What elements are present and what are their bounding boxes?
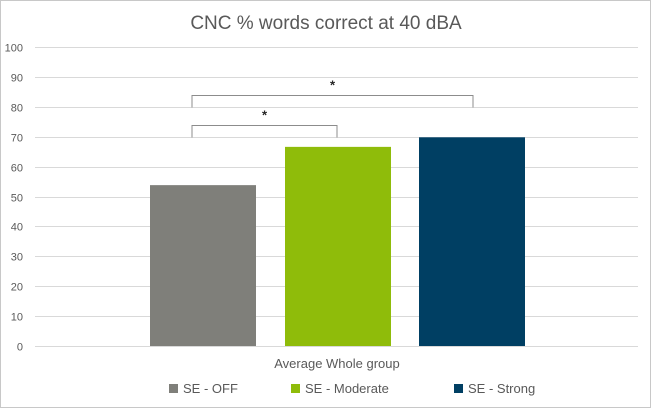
legend-swatch-se-moderate — [291, 384, 300, 393]
legend-swatch-se-off — [169, 384, 178, 393]
y-tick-label: 40 — [11, 222, 23, 234]
legend-label-se-off: SE - OFF — [183, 381, 238, 396]
significance-bracket — [191, 125, 338, 138]
legend-label-se-moderate: SE - Moderate — [305, 381, 389, 396]
bar-se-moderate — [285, 146, 391, 346]
legend-label-se-strong: SE - Strong — [468, 381, 535, 396]
y-tick-label: 60 — [11, 163, 23, 175]
y-tick-label: 30 — [11, 252, 23, 264]
significance-bracket — [191, 95, 474, 108]
significance-star: * — [330, 78, 336, 93]
chart-title: CNC % words correct at 40 dBA — [190, 13, 462, 34]
y-tick-label: 100 — [5, 43, 23, 55]
y-tick-label: 90 — [11, 73, 23, 85]
significance-star: * — [262, 108, 268, 123]
y-tick-label: 70 — [11, 133, 23, 145]
bar-se-off — [150, 185, 256, 346]
y-tick-label: 80 — [11, 103, 23, 115]
y-tick-label: 0 — [17, 342, 23, 354]
y-tick-label: 20 — [11, 282, 23, 294]
bar-se-strong — [419, 137, 525, 346]
category-label: Average Whole group — [274, 356, 400, 371]
y-tick-label: 10 — [11, 312, 23, 324]
legend-swatch-se-strong — [454, 384, 463, 393]
y-tick-label: 50 — [11, 193, 23, 205]
